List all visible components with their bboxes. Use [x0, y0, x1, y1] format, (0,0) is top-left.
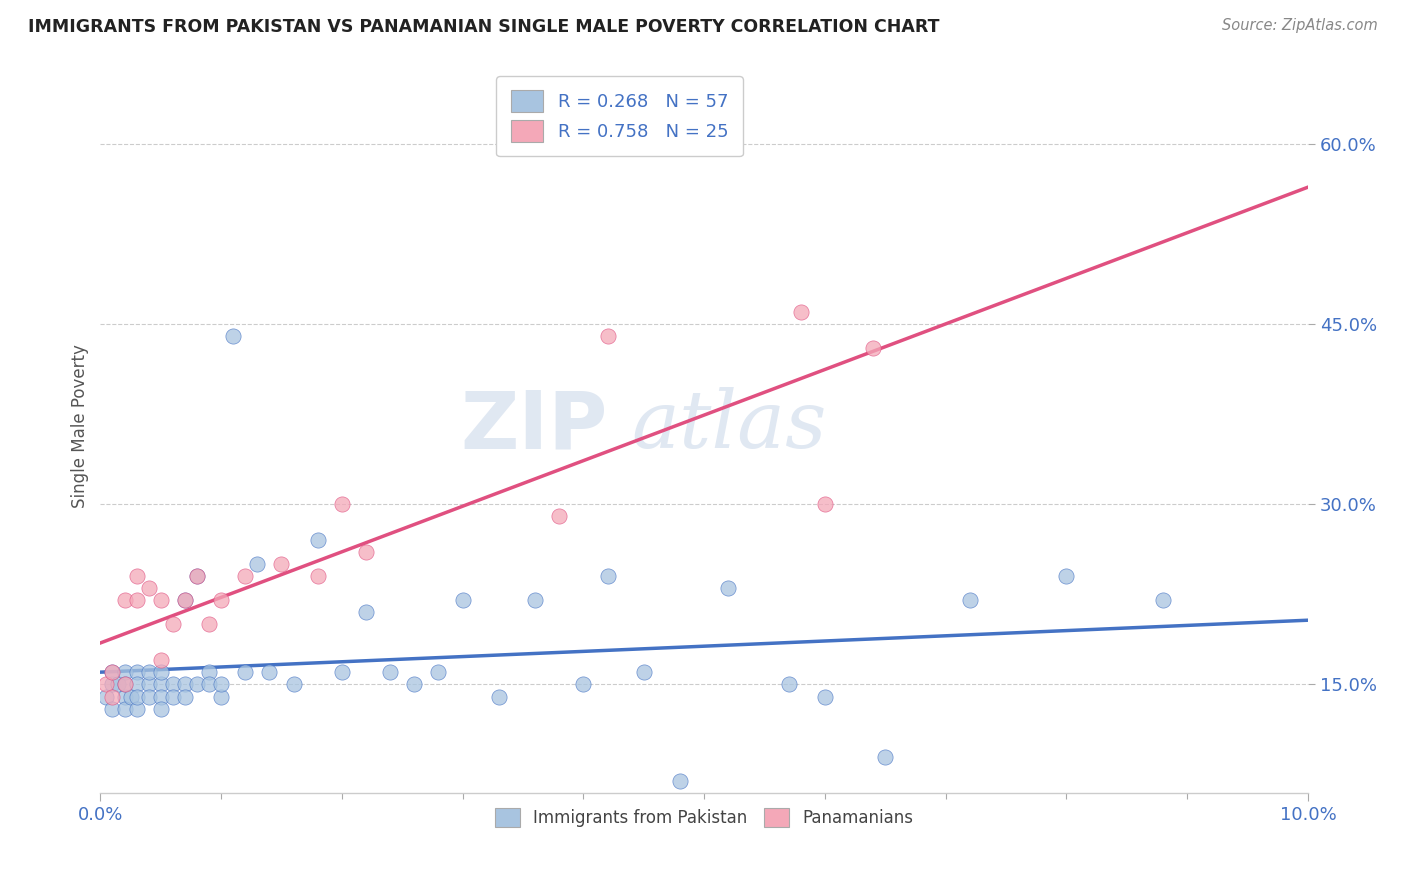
Point: [198, 665, 221, 680]
Point: [138, 677, 160, 691]
Point: [451, 593, 474, 607]
Point: [198, 677, 221, 691]
Point: [209, 593, 232, 607]
Point: [101, 665, 124, 680]
Point: [107, 677, 129, 691]
Point: [633, 665, 655, 680]
Point: [246, 558, 269, 572]
Text: ZIP: ZIP: [460, 387, 607, 465]
Point: [114, 690, 136, 704]
Point: [259, 665, 281, 680]
Legend: Immigrants from Pakistan, Panamanians: Immigrants from Pakistan, Panamanians: [486, 800, 922, 836]
Text: atlas: atlas: [631, 387, 827, 465]
Point: [96, 677, 118, 691]
Point: [125, 701, 148, 715]
Point: [149, 593, 172, 607]
Point: [149, 701, 172, 715]
Point: [222, 329, 245, 343]
Point: [173, 690, 195, 704]
Point: [101, 701, 124, 715]
Point: [270, 558, 292, 572]
Point: [149, 677, 172, 691]
Point: [186, 569, 208, 583]
Point: [283, 677, 305, 691]
Point: [209, 690, 232, 704]
Point: [114, 677, 136, 691]
Point: [1056, 569, 1078, 583]
Point: [959, 593, 981, 607]
Point: [114, 593, 136, 607]
Point: [162, 677, 184, 691]
Point: [138, 582, 160, 596]
Point: [404, 677, 426, 691]
Point: [524, 593, 547, 607]
Point: [186, 677, 208, 691]
Point: [330, 665, 353, 680]
Point: [233, 569, 256, 583]
Point: [125, 593, 148, 607]
Point: [96, 690, 118, 704]
Point: [149, 665, 172, 680]
Point: [125, 677, 148, 691]
Point: [120, 690, 142, 704]
Point: [1152, 593, 1174, 607]
Text: Source: ZipAtlas.com: Source: ZipAtlas.com: [1222, 18, 1378, 33]
Point: [173, 677, 195, 691]
Point: [669, 773, 692, 788]
Point: [596, 569, 619, 583]
Point: [488, 690, 510, 704]
Point: [149, 690, 172, 704]
Point: [572, 677, 595, 691]
Point: [186, 569, 208, 583]
Point: [354, 606, 377, 620]
Point: [875, 749, 897, 764]
Point: [862, 341, 884, 355]
Point: [114, 677, 136, 691]
Point: [548, 509, 571, 524]
Point: [125, 569, 148, 583]
Text: IMMIGRANTS FROM PAKISTAN VS PANAMANIAN SINGLE MALE POVERTY CORRELATION CHART: IMMIGRANTS FROM PAKISTAN VS PANAMANIAN S…: [28, 18, 939, 36]
Point: [380, 665, 402, 680]
Point: [125, 665, 148, 680]
Point: [125, 690, 148, 704]
Point: [173, 593, 195, 607]
Point: [101, 677, 124, 691]
Point: [330, 497, 353, 511]
Point: [790, 305, 813, 319]
Point: [138, 665, 160, 680]
Point: [307, 569, 329, 583]
Point: [101, 665, 124, 680]
Point: [138, 690, 160, 704]
Y-axis label: Single Male Poverty: Single Male Poverty: [72, 344, 89, 508]
Point: [778, 677, 800, 691]
Point: [596, 329, 619, 343]
Point: [233, 665, 256, 680]
Point: [307, 533, 329, 548]
Point: [162, 617, 184, 632]
Point: [717, 582, 740, 596]
Point: [198, 617, 221, 632]
Point: [814, 497, 837, 511]
Point: [427, 665, 450, 680]
Point: [114, 665, 136, 680]
Point: [149, 653, 172, 667]
Point: [209, 677, 232, 691]
Point: [354, 545, 377, 559]
Point: [114, 701, 136, 715]
Point: [814, 690, 837, 704]
Point: [162, 690, 184, 704]
Point: [101, 690, 124, 704]
Point: [173, 593, 195, 607]
